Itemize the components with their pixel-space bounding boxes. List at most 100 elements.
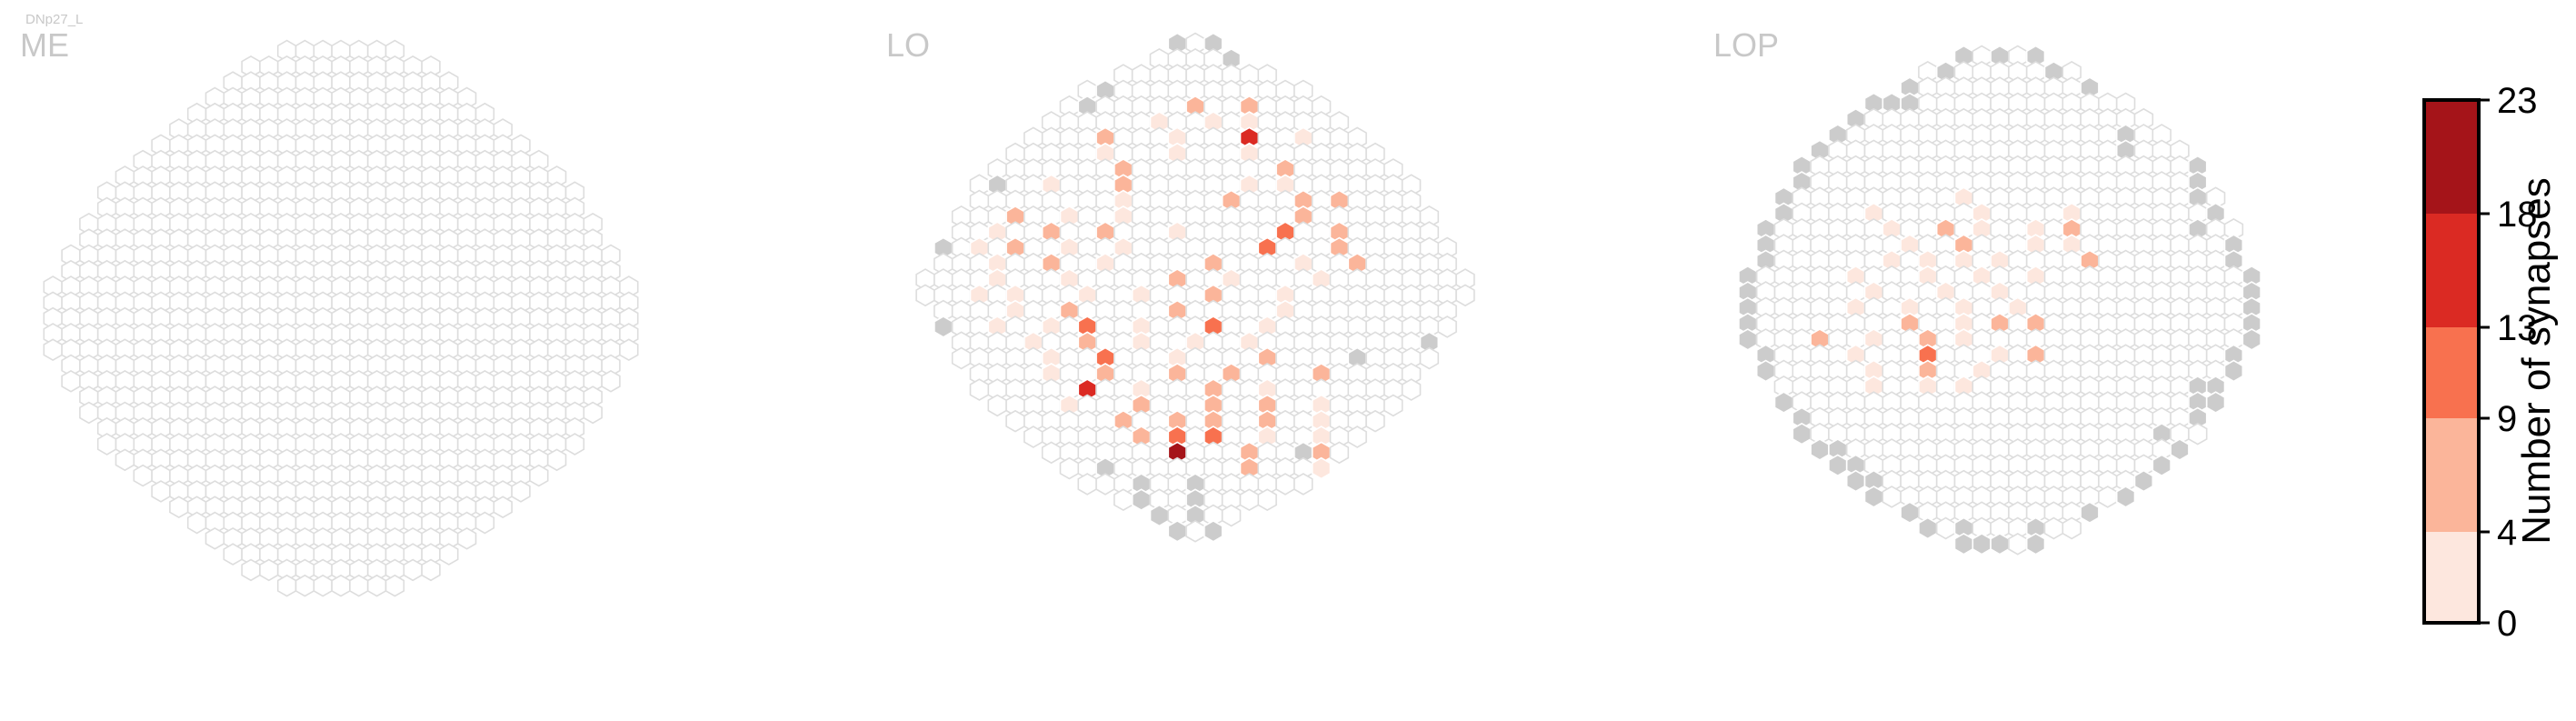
hex-cell-empty: [169, 496, 189, 519]
hex-cell-empty: [313, 574, 333, 597]
hex-cell-empty: [1383, 394, 1403, 417]
hex-cell-no-data: [2152, 454, 2172, 477]
hex-cell-no-data: [1203, 519, 1223, 543]
hex-cell-empty: [1437, 315, 1457, 338]
hex-cell-empty: [331, 574, 351, 597]
colorbar-band: [2424, 418, 2479, 532]
hex-cell-no-data: [2133, 469, 2154, 493]
hex-cell-empty: [1005, 409, 1025, 433]
hex-cell-empty: [223, 543, 243, 566]
hex-cell-empty: [951, 346, 972, 370]
hex-cell-empty: [43, 338, 63, 362]
panel-title-lop: LOP: [1713, 26, 1779, 64]
colorbar-band: [2424, 327, 2479, 418]
hex-cell-no-data: [2205, 391, 2226, 414]
hex-cell-empty: [1293, 473, 1313, 496]
hex-cell-empty: [529, 464, 549, 487]
hex-cell-empty: [1257, 488, 1277, 512]
hex-cell-empty: [384, 574, 405, 597]
hex-cell-empty: [2008, 532, 2028, 556]
hex-cell-no-data: [1828, 454, 1848, 477]
hex-cell-no-data: [934, 315, 954, 338]
hex-cell-empty: [2188, 422, 2208, 446]
hex-cell-empty: [1347, 426, 1367, 448]
panel-title-lo: LO: [886, 26, 930, 64]
hex-cell-empty: [2062, 516, 2082, 540]
panel-lo: LO: [886, 26, 1475, 543]
hex-cell-empty: [987, 394, 1007, 417]
colorbar-title: Number of synapses: [2514, 177, 2559, 545]
hex-cell-empty: [421, 558, 441, 582]
hex-cell-empty: [915, 284, 935, 307]
hex-cell-empty: [1275, 473, 1295, 496]
hex-cell-empty: [1077, 473, 1097, 496]
colorbar-band: [2424, 532, 2479, 623]
hex-cell-empty: [1059, 456, 1080, 480]
hex-cell-no-data: [1900, 501, 1920, 525]
hex-cell-empty: [133, 464, 153, 487]
hex-cell-empty: [2043, 516, 2064, 540]
hex-cell-no-data: [1972, 532, 1992, 556]
hex-cell-no-data: [1167, 519, 1187, 543]
hex-cell-empty: [96, 433, 117, 456]
hex-cell-empty: [456, 526, 477, 550]
colorbar-tick-label: 13: [2497, 308, 2538, 348]
colorbar-bands: [2424, 100, 2479, 623]
hex-cell-empty: [564, 433, 585, 456]
hex-cell-empty: [1239, 488, 1260, 512]
hex-cell-no-data: [1990, 532, 2010, 556]
neuron-label: DNp27_L: [25, 12, 83, 27]
hex-cell-empty: [1329, 441, 1350, 465]
hex-cell-empty: [1095, 473, 1115, 496]
hex-cell-empty: [601, 369, 621, 393]
hex-cell-no-data: [2223, 359, 2244, 383]
hex-cell-empty: [61, 369, 81, 393]
panel-title-me: ME: [20, 26, 69, 64]
hex-grid-lo: [915, 32, 1475, 543]
hex-cell-empty: [295, 574, 315, 597]
hex-cell-no-data: [1773, 391, 1794, 414]
hex-cell-empty: [1935, 516, 1956, 540]
colorbar-ticks: 0 4 9 13 18 23: [2479, 81, 2538, 644]
hex-cell-empty: [241, 558, 261, 582]
hex-cell-empty: [546, 448, 567, 472]
hex-cell-synapses: [1311, 456, 1332, 480]
colorbar-band: [2424, 214, 2479, 327]
hex-cell-empty: [439, 543, 459, 566]
panel-lop: LOP: [1713, 26, 2261, 556]
colorbar-tick-label: 4: [2497, 513, 2517, 553]
hex-cell-empty: [276, 574, 297, 597]
hex-cell-empty: [1455, 284, 1475, 307]
hex-cell-empty: [2098, 486, 2118, 508]
hex-cell-no-data: [2170, 438, 2190, 461]
hex-cell-empty: [1221, 504, 1242, 527]
hex-cell-no-data: [2242, 328, 2261, 351]
hex-cell-no-data: [1863, 486, 1884, 508]
hex-cell-no-data: [1845, 469, 1866, 493]
hex-cell-empty: [511, 480, 531, 503]
hex-cell-empty: [1113, 488, 1133, 512]
colorbar-frame: [2422, 98, 2481, 625]
hex-cell-empty: [1041, 441, 1062, 465]
hex-cell-empty: [79, 401, 99, 425]
hex-cell-empty: [1185, 519, 1205, 543]
hex-cell-empty: [1882, 486, 1902, 508]
panel-me: ME: [20, 26, 639, 597]
hex-cell-empty: [205, 526, 225, 550]
hex-cell-empty: [115, 448, 135, 472]
colorbar-tick-label: 23: [2497, 81, 2538, 121]
hex-cell-no-data: [1918, 516, 1938, 540]
hex-cell-no-data: [2025, 532, 2046, 556]
hex-cell-empty: [186, 511, 207, 535]
hex-cell-empty: [474, 511, 495, 535]
hex-cell-empty: [151, 480, 171, 503]
hex-grid-me: [43, 39, 639, 597]
hex-cell-empty: [349, 574, 369, 597]
hex-cell-empty: [1023, 426, 1043, 448]
colorbar: 0 4 9 13 18 23 Number of synapses: [2422, 81, 2559, 644]
colorbar-tick-label: 0: [2497, 604, 2517, 644]
hex-cell-empty: [1401, 378, 1422, 401]
hex-cell-empty: [969, 378, 990, 401]
hex-cell-no-data: [1755, 359, 1776, 383]
